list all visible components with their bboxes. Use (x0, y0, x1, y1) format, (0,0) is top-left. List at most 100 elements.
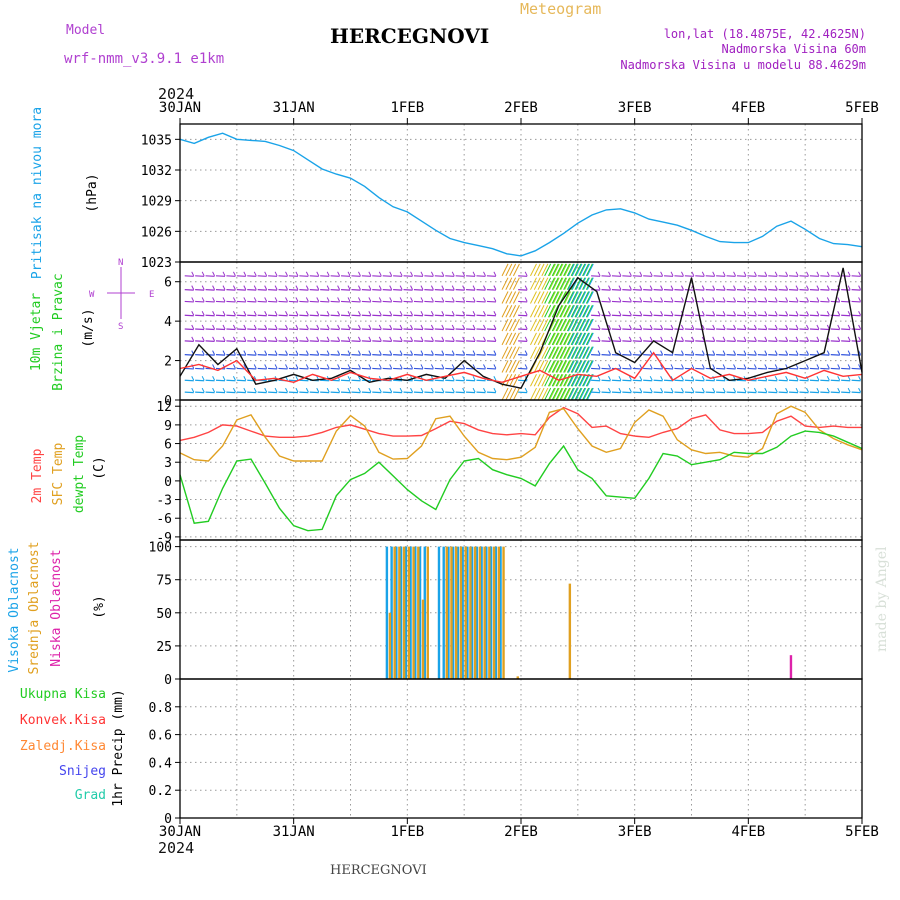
watermark: made by Angel (874, 546, 890, 652)
wind-barb-flag (441, 364, 445, 369)
wind-barb-strong (582, 263, 590, 277)
wind-barb (663, 367, 674, 370)
wind-barb-flag (753, 336, 757, 342)
y-tick-label: 0.8 (149, 701, 172, 716)
wind-barb-flag (639, 376, 643, 381)
wind-barb-flag (806, 311, 809, 316)
wind-barb (611, 314, 621, 317)
wind-barb-flag (795, 336, 799, 342)
wind-barb (424, 300, 434, 303)
wind-barb-strong (585, 360, 593, 373)
wind-barb-flag (733, 364, 736, 369)
wind-barb-flag (753, 285, 757, 290)
wind-barb (361, 275, 371, 277)
wind-barb-flag (660, 271, 664, 277)
wind-barb (736, 300, 746, 303)
wind-barb (476, 289, 486, 291)
wind-barb-flag (451, 297, 455, 302)
wind-barb-flag (493, 324, 497, 330)
wind-barb (757, 328, 767, 331)
wind-barb (466, 379, 476, 382)
wind-barb-flag (368, 311, 372, 316)
wind-barb-flag (524, 271, 528, 277)
wind-barb (841, 391, 851, 394)
wind-barb-strong (578, 387, 586, 401)
wind-barb-strong (571, 305, 579, 318)
wind-barb-flag (410, 297, 413, 302)
wind-barb (684, 340, 694, 342)
wind-barb (601, 289, 611, 291)
wind-barb-strong (578, 305, 586, 318)
temp-unit: (C) (92, 456, 107, 479)
wind-barb (674, 391, 684, 394)
wind-barb (278, 314, 288, 317)
wind-barb (195, 328, 205, 331)
wind-barb-flag (795, 297, 799, 302)
wind-barb-strong (574, 332, 582, 346)
wind-barb (361, 314, 371, 317)
wind-barb-strong (548, 360, 555, 373)
wind-barb-flag (274, 285, 278, 290)
wind-barb-flag (347, 350, 351, 355)
elevation-info: Nadmorska Visina 60m (722, 42, 867, 56)
wind-barb-flag (660, 297, 664, 302)
wind-barb-flag (649, 297, 653, 302)
wind-barb-flag (420, 350, 424, 355)
cloud-label-low: Niska Oblacnost (49, 549, 64, 666)
wind-barb (601, 367, 611, 370)
wind-barb-strong (560, 318, 568, 332)
wind-barb (851, 300, 861, 303)
x-date-label-top: 4FEB (731, 100, 765, 116)
x-date-label-bottom: 4FEB (731, 824, 765, 840)
wind-barb-strong (530, 387, 537, 401)
wind-barb-flag (389, 297, 393, 302)
wind-barb (413, 328, 423, 331)
wind-barb (476, 340, 486, 342)
wind-barb-strong (556, 318, 564, 332)
wind-barb-flag (389, 336, 393, 342)
wind-barb-strong (551, 263, 559, 277)
wind-barb-flag (430, 350, 434, 355)
wind-barb (278, 275, 288, 277)
wind-barb-strong (583, 332, 590, 346)
wind-barb-flag (628, 364, 632, 369)
wind-barb-strong (552, 318, 560, 332)
wind-barb-strong (551, 387, 559, 401)
wind-barb (820, 354, 830, 356)
wind-barb (184, 300, 194, 303)
wind-barb (705, 379, 715, 382)
wind-barb-flag (222, 297, 226, 302)
wind-barb-flag (451, 387, 455, 393)
wind-barb (705, 275, 715, 277)
wind-barb-flag (733, 336, 736, 342)
wind-barb (778, 354, 788, 356)
y-tick-label: 0.6 (149, 729, 172, 744)
wind-barb-flag (274, 387, 278, 393)
wind-barb-strong (533, 346, 541, 359)
wind-barb-strong (501, 291, 509, 304)
wind-barb (809, 379, 819, 382)
wind-barb-flag (806, 336, 809, 342)
wind-barb (205, 289, 215, 291)
wind-barb (768, 354, 778, 356)
wind-barb-strong (582, 291, 590, 304)
wind-barb (789, 367, 799, 370)
wind-barb (726, 354, 736, 356)
x-date-label-top: 1FEB (390, 100, 424, 116)
wind-barb (716, 289, 726, 291)
wind-barb-flag (618, 297, 622, 302)
wind-barb (768, 379, 778, 382)
wind-barb (403, 367, 413, 370)
wind-barb-strong (563, 387, 571, 401)
wind-barb-strong (548, 374, 556, 387)
wind-barb-flag (316, 297, 320, 302)
wind-barb-strong (585, 387, 593, 401)
wind-barb-flag (232, 364, 236, 369)
temp-label-dewpt: dewpt Temp (72, 435, 87, 513)
wind-barb (757, 340, 767, 342)
wind-barb (705, 289, 715, 291)
wind-barb-flag (712, 350, 716, 355)
wind-barb-flag (774, 336, 778, 342)
wind-barb-flag (493, 285, 497, 290)
wind-barb (632, 300, 642, 303)
